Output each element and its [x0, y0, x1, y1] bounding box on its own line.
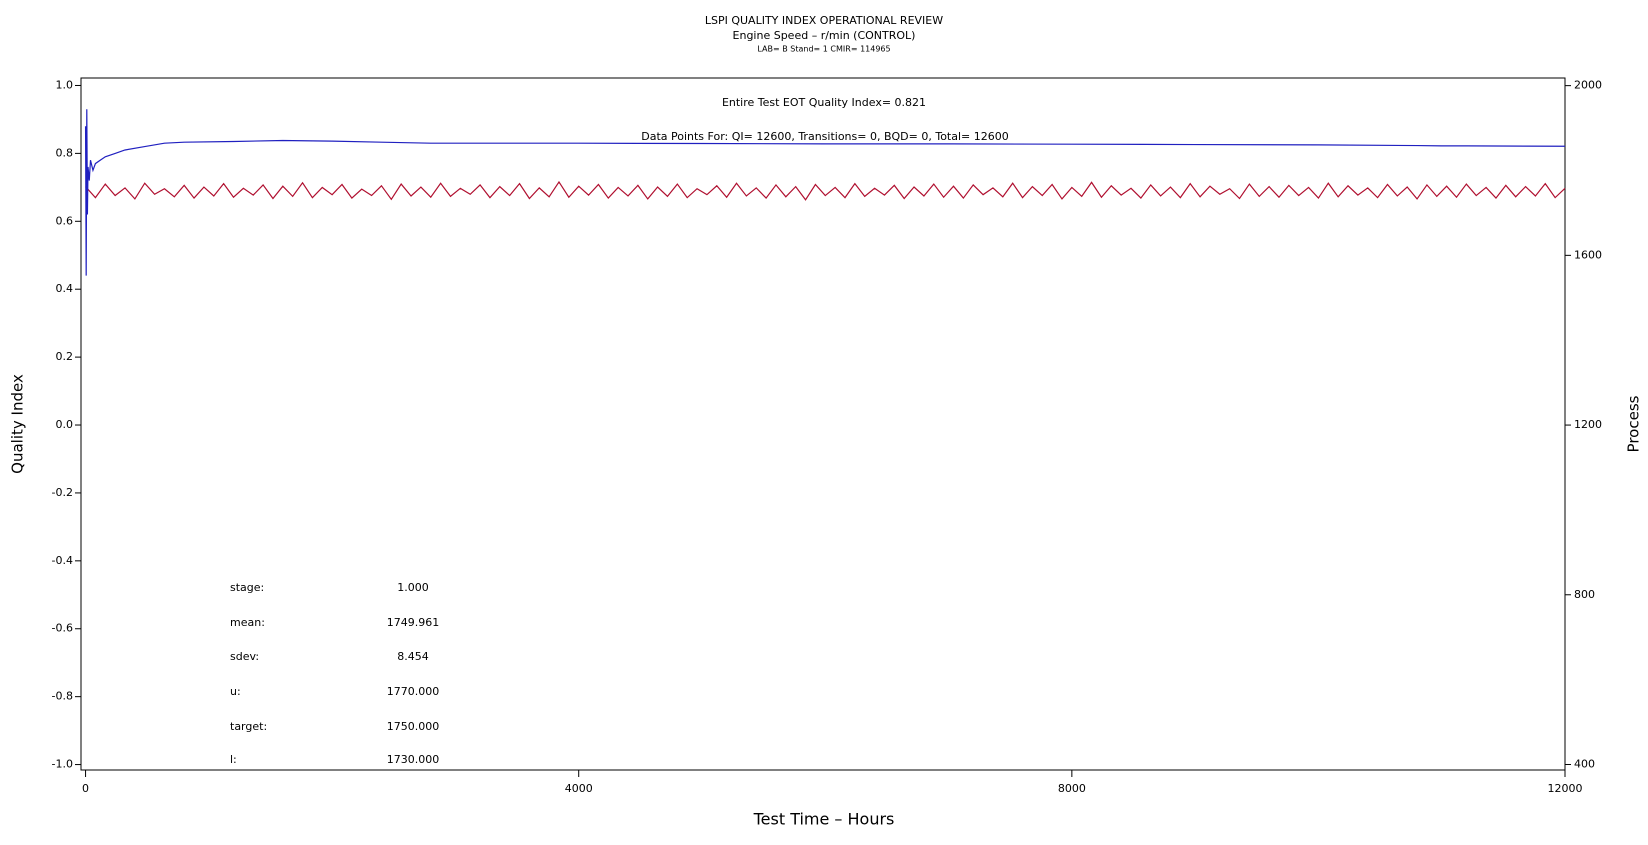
y-tick-label: -1.0 [52, 758, 73, 771]
stat-label: target: [230, 720, 267, 733]
x-tick-label: 0 [82, 782, 89, 795]
y-tick-label: -0.4 [52, 554, 73, 567]
chart-title: LSPI QUALITY INDEX OPERATIONAL REVIEW [705, 14, 943, 27]
stat-value: 1749.961 [387, 616, 440, 629]
stat-value: 1750.000 [387, 720, 440, 733]
chart-subtitle: Engine Speed – r/min (CONTROL) [733, 29, 916, 42]
y-tick-label: 1.0 [56, 78, 74, 91]
series-line [84, 109, 1566, 276]
y2-axis-label: Process [1625, 395, 1643, 452]
stat-value: 1.000 [397, 581, 429, 594]
x-tick-label: 12000 [1548, 782, 1583, 795]
y2-tick-label: 800 [1574, 588, 1595, 601]
y-tick-label: 0.8 [56, 146, 74, 159]
stat-label: u: [230, 685, 241, 698]
stat-value: 8.454 [397, 650, 429, 663]
annotation: Data Points For: QI= 12600, Transitions=… [641, 130, 1009, 143]
y-tick-label: 0.4 [56, 282, 74, 295]
y-axis-label: Quality Index [9, 374, 27, 474]
y2-tick-label: 1200 [1574, 418, 1602, 431]
y-tick-label: -0.6 [52, 622, 73, 635]
series-line [85, 180, 1566, 201]
plot-frame [80, 77, 1566, 771]
stat-value: 1770.000 [387, 685, 440, 698]
x-tick-label: 4000 [565, 782, 593, 795]
y-tick-label: 0.2 [56, 350, 74, 363]
x-tick-label: 8000 [1058, 782, 1086, 795]
annotation: Entire Test EOT Quality Index= 0.821 [722, 96, 926, 109]
y2-tick-label: 2000 [1574, 79, 1602, 92]
y-tick-label: -0.2 [52, 486, 73, 499]
y2-tick-label: 400 [1574, 757, 1595, 770]
chart-subtitle: LAB= B Stand= 1 CMIR= 114965 [757, 45, 890, 54]
stat-label: stage: [230, 581, 264, 594]
y2-tick-label: 1600 [1574, 248, 1602, 261]
stat-value: 1730.000 [387, 753, 440, 766]
y-tick-label: -0.8 [52, 690, 73, 703]
y-tick-label: 0.0 [56, 418, 74, 431]
x-axis-label: Test Time – Hours [753, 810, 895, 829]
stat-label: mean: [230, 616, 265, 629]
stat-label: l: [230, 753, 237, 766]
stat-label: sdev: [230, 650, 259, 663]
y-tick-label: 0.6 [56, 214, 74, 227]
